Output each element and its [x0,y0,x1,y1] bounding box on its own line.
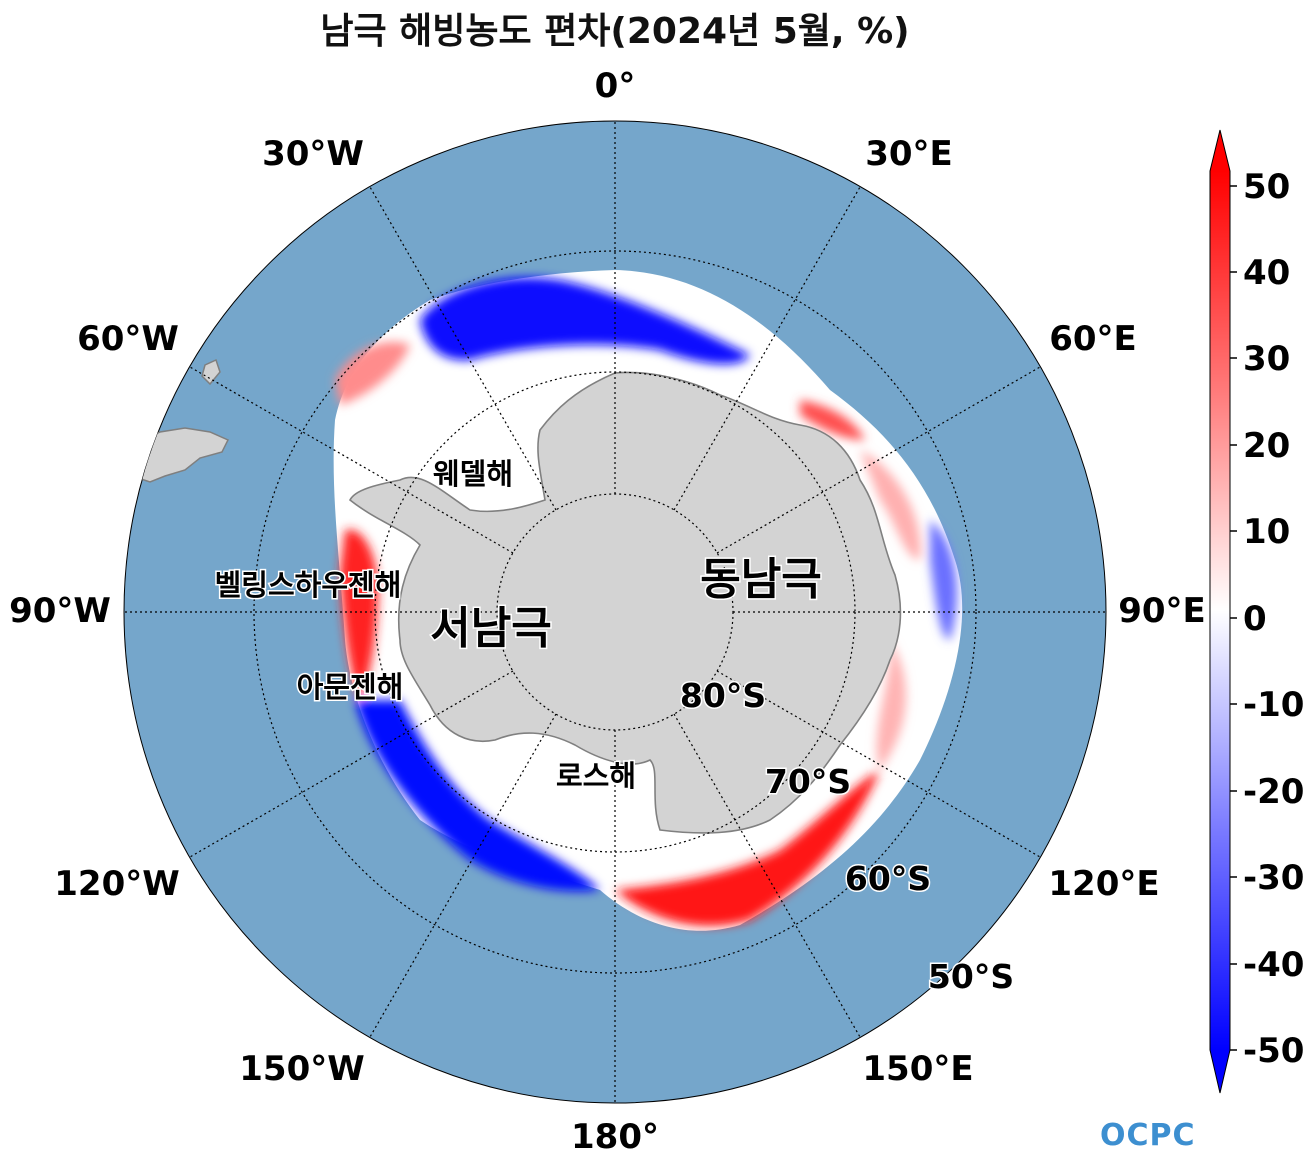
lat-label-80s: 80°S [680,676,766,715]
lat-label-50s: 50°S [928,957,1014,996]
anomaly-negative-amundsen [355,700,600,892]
colorbar-tick-minus20: -20 [1243,772,1304,812]
colorbar-outline [1209,129,1231,1094]
colorbar-tick-0: 0 [1243,599,1267,639]
colorbar-tick-30: 30 [1243,339,1290,379]
lat-label-70s: 70°S [765,762,851,801]
lon-label-60w: 60°W [77,319,179,359]
colorbar-min-extend [1210,1050,1230,1093]
lon-label-180: 180° [571,1117,659,1157]
colorbar-tick-40: 40 [1243,253,1290,293]
anomaly-negative-east [930,520,958,640]
colorbar-ramp [1210,171,1230,1050]
colorbar-tick-minus10: -10 [1243,685,1304,725]
lon-label-150w: 150°W [239,1049,364,1089]
south-america-land [137,427,230,483]
lon-label-0: 0° [595,66,636,106]
longitude-gridlines [124,121,1106,1103]
longitude-labels: 0° 30°E 60°E 90°E 120°E 150°E 180° 150°W… [9,66,1206,1157]
anomaly-positive-southeast-pale [876,640,907,770]
label-east-antarctica: 동남극 [700,554,821,605]
label-bellingshausen-sea: 벨링스하우젠해 [215,568,402,602]
colorbar-max-extend [1210,130,1230,171]
label-ross-sea: 로스해 [556,759,636,793]
anomaly-negative-weddell [420,277,750,365]
map-title: 남극 해빙농도 편차(2024년 5월, %) [320,11,910,52]
region-labels: 웨델해 벨링스하우젠해 아문젠해 로스해 서남극 동남극 [213,456,823,795]
lon-label-60e: 60°E [1049,319,1137,359]
colorbar: 50 40 30 20 10 0 -10 -20 -30 -40 -50 [1209,129,1304,1094]
antarctica-land [348,371,902,834]
colorbar-tick-minus30: -30 [1243,858,1304,898]
colorbar-tick-50: 50 [1243,167,1290,207]
ocpc-logo: OCPC [1100,1118,1196,1153]
colorbar-tick-20: 20 [1243,426,1290,466]
lon-label-150e: 150°E [862,1049,973,1089]
anomaly-positive-bellingshausen [340,529,379,700]
label-west-antarctica: 서남극 [430,603,551,654]
lon-label-120w: 120°W [54,864,179,904]
anomaly-positive-scotia [335,341,410,405]
falkland-islands [201,358,221,386]
label-weddell-sea: 웨델해 [433,457,513,491]
latitude-labels: 80°S 70°S 60°S 50°S [678,675,1015,998]
lon-label-90w: 90°W [9,591,111,631]
label-amundsen-sea: 아문젠해 [297,670,404,704]
lon-label-30e: 30°E [865,134,953,174]
colorbar-tick-minus40: -40 [1243,945,1304,985]
lon-label-90e: 90°E [1118,591,1206,631]
anomaly-positive-east-pale [860,450,921,560]
lat-label-60s: 60°S [845,859,931,898]
anomaly-positive-60e [800,400,865,440]
anomaly-positive-ross-pacific [615,770,880,926]
colorbar-tick-minus50: -50 [1243,1031,1304,1071]
colorbar-tick-10: 10 [1243,512,1290,552]
lon-label-120e: 120°E [1048,864,1159,904]
lon-label-30w: 30°W [262,134,364,174]
